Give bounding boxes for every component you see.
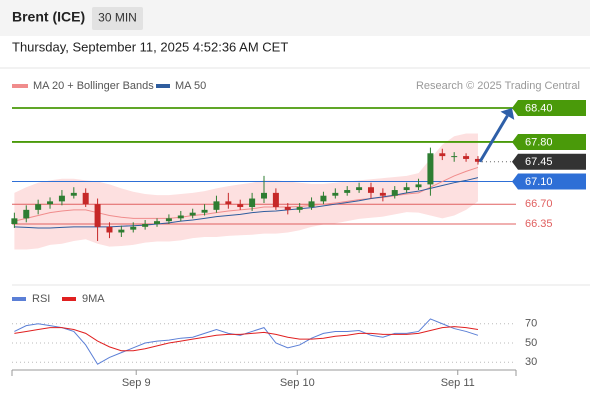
candle-body [403,187,410,191]
timestamp: Thursday, September 11, 2025 4:52:36 AM … [12,39,288,54]
candle-body [356,187,363,191]
level-label: 68.40 [525,102,553,114]
legend-label: MA 50 [175,80,206,92]
candle-body [11,218,18,224]
y-tick-label: 30 [525,356,537,368]
candle-body [320,195,327,202]
level-tag [512,173,586,190]
legend-swatch [62,297,76,301]
rsi-line [14,326,479,352]
candle-body [58,195,65,202]
candle-body [189,212,196,216]
timeframe-box [92,7,143,30]
candle-body [308,201,315,208]
legend-label: MA 20 + Bollinger Bands [33,80,154,92]
y-tick-label: 70 [525,318,537,330]
legend-swatch [156,84,170,88]
candle-body [70,192,77,196]
legend-label: 9MA [82,293,105,305]
candle-body [177,215,184,219]
legend-swatch [12,297,26,301]
bollinger-band [14,133,478,250]
x-tick-label: Sep 10 [280,377,315,389]
candle-body [142,223,149,227]
x-tick-label: Sep 9 [122,377,151,389]
credit: Research © 2025 Trading Central [416,80,580,92]
legend-label: RSI [32,293,50,305]
candle-body [82,192,89,205]
candle-body [225,201,232,205]
ma20-line [14,166,479,222]
candle-body [332,192,339,196]
rsi-line [14,318,479,365]
level-label: 67.45 [525,156,553,168]
candle-body [296,207,303,210]
candle-body [451,156,458,158]
candle-body [261,192,267,199]
level-tag [512,153,586,170]
candle-body [415,184,422,188]
level-label: 66.35 [525,218,553,230]
candle-body [106,226,113,233]
timeframe: 30 MIN [98,11,137,25]
candle-body [35,204,42,210]
level-label: 67.80 [525,136,553,148]
candle-body [201,209,208,213]
header-bar [0,0,590,36]
candle-body [379,192,386,196]
title: Brent (ICE) [12,9,85,25]
candle-body [391,190,398,196]
candle-body [284,207,291,210]
candle-body [474,158,481,162]
candle-body [367,187,374,193]
forecast-arrow [478,114,509,163]
candle-body [237,204,244,208]
candle-body [439,153,446,157]
candle-body [463,156,470,159]
candle-body [272,192,279,208]
candle-body [427,153,434,185]
level-label: 66.70 [525,198,553,210]
candle-body [213,201,220,210]
candle-body [130,226,137,230]
candle-body [154,221,161,224]
candle-body [118,229,125,233]
level-label: 67.10 [525,176,553,188]
candle-body [249,198,256,208]
x-tick-label: Sep 11 [441,377,475,389]
candle-body [23,209,30,219]
ma50-line [14,177,479,229]
legend-swatch [12,84,28,88]
level-tag [512,100,586,117]
candle-body [47,201,54,205]
level-tag [512,133,586,150]
arrow-head [500,108,515,120]
y-tick-label: 50 [525,337,537,349]
candle-body [344,190,351,193]
candle-body [165,218,172,222]
candle-body [94,204,101,227]
